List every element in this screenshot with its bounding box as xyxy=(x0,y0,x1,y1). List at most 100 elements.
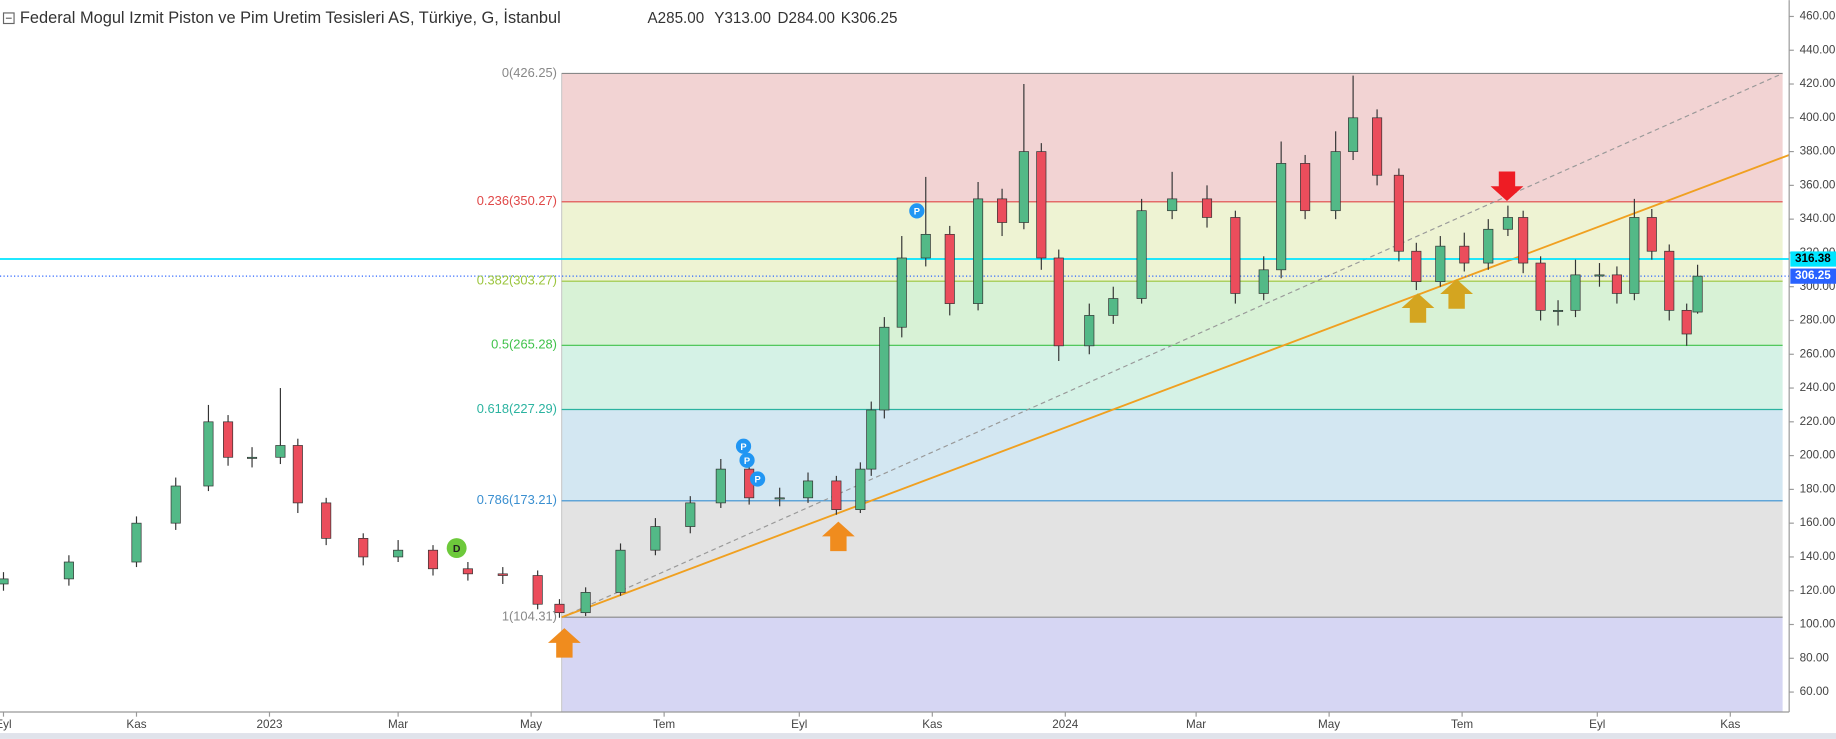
y-tick-label: 200.00 xyxy=(1800,449,1836,462)
candle-body xyxy=(0,578,9,585)
candle-body xyxy=(203,421,214,487)
fib-level-label: 0.618(227.29) xyxy=(477,401,557,416)
candle-body xyxy=(131,522,142,563)
marker-label: D xyxy=(453,543,461,555)
x-tick-label: Tem xyxy=(653,718,675,731)
up-arrow xyxy=(547,628,581,658)
candle-body xyxy=(427,549,439,570)
marker-label: P xyxy=(914,206,920,216)
candle-body xyxy=(247,456,258,459)
x-tick-label: May xyxy=(520,718,542,731)
x-tick-label: Eyl xyxy=(0,718,12,731)
fib-level-label: 1(104.31) xyxy=(502,609,557,624)
fib-level-label: 0.236(350.27) xyxy=(477,193,557,208)
candle-body xyxy=(1435,245,1446,282)
x-tick-label: 2023 xyxy=(256,718,282,731)
candle-body xyxy=(580,592,591,614)
candle-body xyxy=(497,573,508,576)
candle-body xyxy=(1483,228,1494,264)
candle-body xyxy=(1594,274,1605,277)
x-tick-label: Eyl xyxy=(1589,718,1605,731)
fib-band xyxy=(561,500,1783,618)
marker[interactable] xyxy=(739,452,755,468)
y-tick-label: 280.00 xyxy=(1800,314,1836,327)
marker[interactable] xyxy=(735,438,752,454)
candle-body xyxy=(1018,151,1029,223)
candle-body xyxy=(1611,274,1622,294)
marker-label: P xyxy=(744,456,750,466)
candle-body xyxy=(1230,217,1241,294)
candle-body xyxy=(275,445,286,458)
candle-body xyxy=(1553,309,1564,312)
candle-body xyxy=(1167,198,1178,212)
ohlc-high: Y313.00 xyxy=(714,10,771,27)
markers: P P P P D xyxy=(446,203,925,559)
candle-body xyxy=(1300,163,1311,212)
marker[interactable] xyxy=(446,538,467,559)
candle-body xyxy=(1502,217,1513,230)
candle-body xyxy=(1053,257,1064,347)
candle-body xyxy=(1348,117,1359,152)
ohlc-open: A285.00 xyxy=(648,10,705,27)
y-tick-label: 420.00 xyxy=(1800,77,1836,90)
candle-body xyxy=(1664,250,1675,311)
x-tick-label: Eyl xyxy=(791,718,807,731)
x-tick-label: Kas xyxy=(922,718,942,731)
price-label-box xyxy=(1790,251,1836,267)
fib-level-label: 0.786(173.21) xyxy=(477,492,557,507)
x-tick-label: 2024 xyxy=(1052,718,1079,731)
candle-body xyxy=(1411,250,1422,282)
trendline xyxy=(561,72,1783,618)
y-tick-label: 140.00 xyxy=(1800,550,1836,563)
ohlc-low: D284.00 xyxy=(777,10,835,27)
candle-body xyxy=(774,497,785,500)
candle-body xyxy=(170,485,181,524)
candle-body xyxy=(1258,269,1269,294)
marker[interactable] xyxy=(909,203,925,219)
candle-body xyxy=(1681,309,1692,335)
candle-body xyxy=(997,198,1008,223)
marker[interactable] xyxy=(749,471,766,487)
y-tick-label: 240.00 xyxy=(1800,381,1836,394)
up-arrow xyxy=(1440,279,1474,309)
candle-body xyxy=(685,502,696,527)
candle-body xyxy=(1646,217,1657,252)
candle-body xyxy=(802,480,814,499)
candle-body xyxy=(831,480,842,511)
fib-level-label: 0.382(303.27) xyxy=(477,273,557,288)
fib-band xyxy=(561,409,1783,501)
trendline xyxy=(561,154,1790,619)
y-tick-label: 260.00 xyxy=(1800,347,1836,360)
candle-body xyxy=(1108,298,1119,316)
candle-body xyxy=(920,233,931,259)
candle-body xyxy=(866,409,877,470)
candle-body xyxy=(1692,275,1703,313)
y-tick-label: 360.00 xyxy=(1800,178,1836,191)
price-label: 306.25 xyxy=(1795,269,1831,282)
candle-body xyxy=(1459,245,1470,264)
candle-body xyxy=(1629,217,1640,294)
x-tick-label: Tem xyxy=(1451,718,1473,731)
fib-level-label: 0.5(265.28) xyxy=(491,337,557,352)
y-tick-label: 340.00 xyxy=(1800,212,1836,225)
x-tick-label: Kas xyxy=(1720,718,1740,731)
candle-body xyxy=(879,326,890,411)
fib-band xyxy=(561,617,1783,712)
y-tick-label: 100.00 xyxy=(1800,618,1836,631)
candle-body xyxy=(1372,117,1383,176)
candle-body xyxy=(855,468,866,511)
candle-body xyxy=(615,549,626,593)
candle-body xyxy=(1330,151,1341,212)
candle-body xyxy=(1084,315,1095,347)
x-tick-label: May xyxy=(1318,718,1340,731)
y-tick-label: 220.00 xyxy=(1800,415,1836,428)
candle-body xyxy=(896,257,907,328)
y-tick-label: 80.00 xyxy=(1800,651,1830,664)
fib-band xyxy=(561,345,1783,410)
collapse-icon[interactable] xyxy=(2,12,15,25)
y-tick-label: 60.00 xyxy=(1800,685,1830,698)
y-tick-label: 380.00 xyxy=(1800,145,1836,158)
y-tick-label: 120.00 xyxy=(1800,584,1836,597)
